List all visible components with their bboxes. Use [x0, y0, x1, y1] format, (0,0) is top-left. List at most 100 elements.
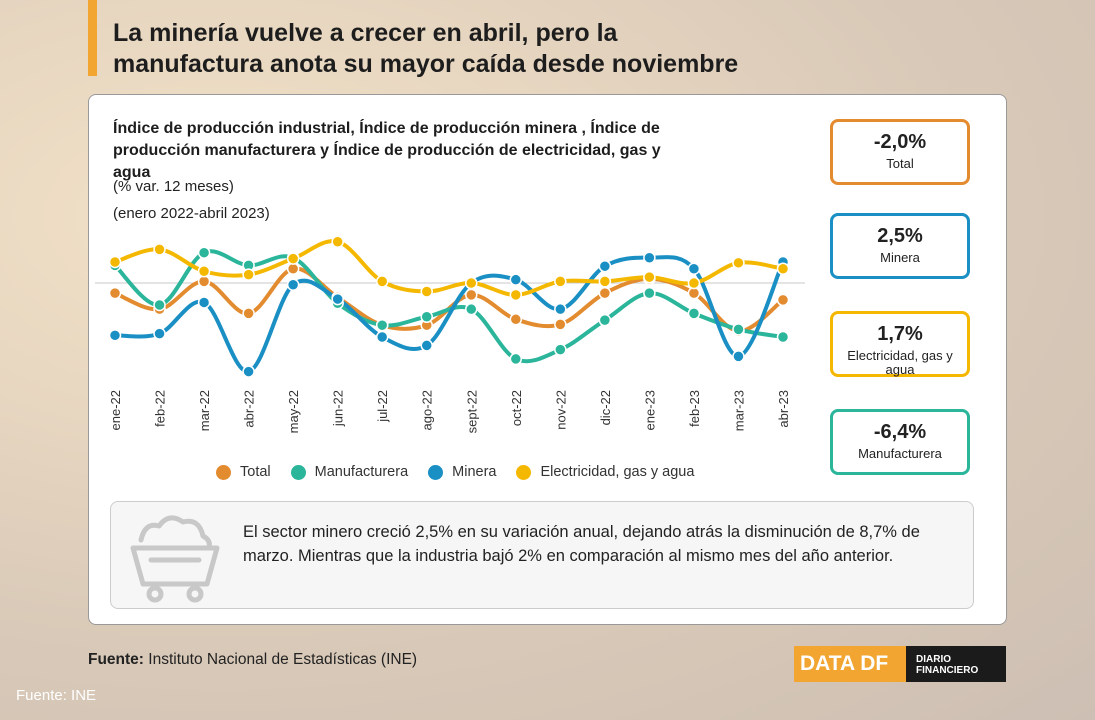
data-point [598, 259, 612, 273]
stat-label: Total [886, 156, 914, 171]
x-tick-label: oct-22 [509, 390, 524, 426]
x-tick-label: abr-23 [776, 390, 791, 428]
legend-item: Total [216, 464, 271, 480]
x-tick-label: mar-23 [731, 390, 746, 431]
data-point [153, 298, 166, 312]
cart-icon [130, 515, 220, 603]
legend-label: Minera [452, 464, 497, 480]
data-point [732, 323, 745, 336]
x-tick-label: dic-22 [598, 390, 613, 425]
data-point [554, 318, 567, 331]
source: Fuente: Instituto Nacional de Estadístic… [88, 651, 417, 669]
logo-brand: DATA DF [794, 646, 906, 682]
data-point [197, 296, 211, 309]
x-tick-label: abr-22 [242, 390, 257, 428]
data-point [509, 313, 523, 326]
data-point [643, 286, 656, 300]
data-point [509, 273, 523, 286]
data-point [286, 262, 300, 275]
data-point [197, 275, 211, 288]
series-line [114, 239, 784, 297]
x-tick-label: jul-22 [375, 390, 390, 423]
stat-value: -2,0% [873, 131, 927, 153]
legend-item: Minera [428, 464, 496, 480]
data-point [286, 252, 300, 265]
data-point [687, 286, 701, 300]
data-point [776, 293, 790, 307]
data-point [242, 307, 255, 320]
legend: Total Manufacturera Minera Electricidad, ga… [216, 464, 694, 480]
data-point [465, 302, 478, 316]
data-point [554, 343, 567, 356]
legend-label: Electricidad, gas y agua [540, 464, 695, 480]
stat-value: 1,7% [877, 323, 923, 345]
data-point [598, 286, 612, 300]
chart-subtitle: (% var. 12 meses) [113, 178, 234, 195]
data-point [242, 365, 255, 378]
data-point [420, 310, 433, 324]
data-point [465, 276, 478, 290]
data-point [687, 276, 701, 290]
data-point [643, 251, 656, 265]
legend-swatch [290, 464, 306, 480]
stat-label: Manufacturera [858, 446, 942, 461]
note-text: El sector minero creció 2,5% en su varia… [243, 523, 920, 565]
data-point [509, 352, 523, 366]
x-tick-label: ago-22 [420, 390, 435, 430]
chart-period: (enero 2022-abril 2023) [113, 205, 270, 222]
data-point [197, 265, 211, 278]
data-point [108, 255, 122, 269]
logo: DATA DF DIARIO FINANCIERO [794, 646, 1006, 682]
legend-swatch [516, 464, 532, 480]
accent-bar [88, 0, 97, 76]
stat-card: -2,0% Total [830, 119, 970, 185]
x-tick-label: sept-22 [464, 390, 479, 433]
legend-item: Manufacturera [290, 464, 408, 480]
stat-card: -6,4% Manufacturera [830, 409, 970, 475]
data-point [375, 275, 389, 288]
data-point [420, 285, 433, 298]
x-tick-label: jun-22 [331, 390, 346, 427]
stat-label: Minera [880, 250, 920, 265]
chart-title: Índice de producción industrial, Índice … [113, 120, 661, 181]
note-box [110, 501, 974, 609]
stat-value: -6,4% [873, 421, 927, 443]
stat-card: 1,7% Electricidad, gas y agua [830, 311, 970, 377]
data-point [554, 275, 567, 288]
legend-item: Electricidad, gas y agua [516, 464, 694, 480]
x-tick-label: mar-22 [197, 390, 212, 431]
stat-value: 2,5% [877, 225, 923, 247]
data-point [286, 278, 300, 291]
data-point [776, 262, 790, 275]
legend-swatch [428, 464, 444, 480]
data-point [153, 327, 166, 340]
logo-name: DIARIO FINANCIERO [906, 646, 1006, 682]
x-tick-label: nov-22 [553, 390, 568, 430]
data-point [598, 275, 612, 288]
data-point [153, 243, 166, 256]
x-tick-label: ene-22 [108, 390, 123, 430]
data-point [197, 246, 211, 259]
x-tick-label: feb-22 [153, 390, 168, 427]
data-point [108, 286, 122, 300]
legend-swatch [216, 464, 231, 480]
x-tick-label: may-22 [286, 390, 301, 433]
data-point [108, 329, 122, 342]
data-point [331, 235, 344, 248]
source-text: Instituto Nacional de Estadísticas (INE) [148, 651, 418, 668]
data-point [643, 270, 656, 284]
series-line [113, 249, 784, 364]
data-point [732, 350, 745, 363]
data-point [375, 330, 389, 344]
legend-label: Total [240, 464, 271, 480]
x-tick-label: ene-23 [642, 390, 657, 430]
data-point [598, 313, 612, 327]
x-tick-label: feb-23 [687, 390, 702, 427]
data-point [732, 256, 745, 270]
data-point [331, 292, 344, 306]
page-title: La minería vuelve a crecer en abril, per… [113, 19, 739, 78]
series-line [114, 266, 785, 334]
data-point [242, 268, 255, 281]
